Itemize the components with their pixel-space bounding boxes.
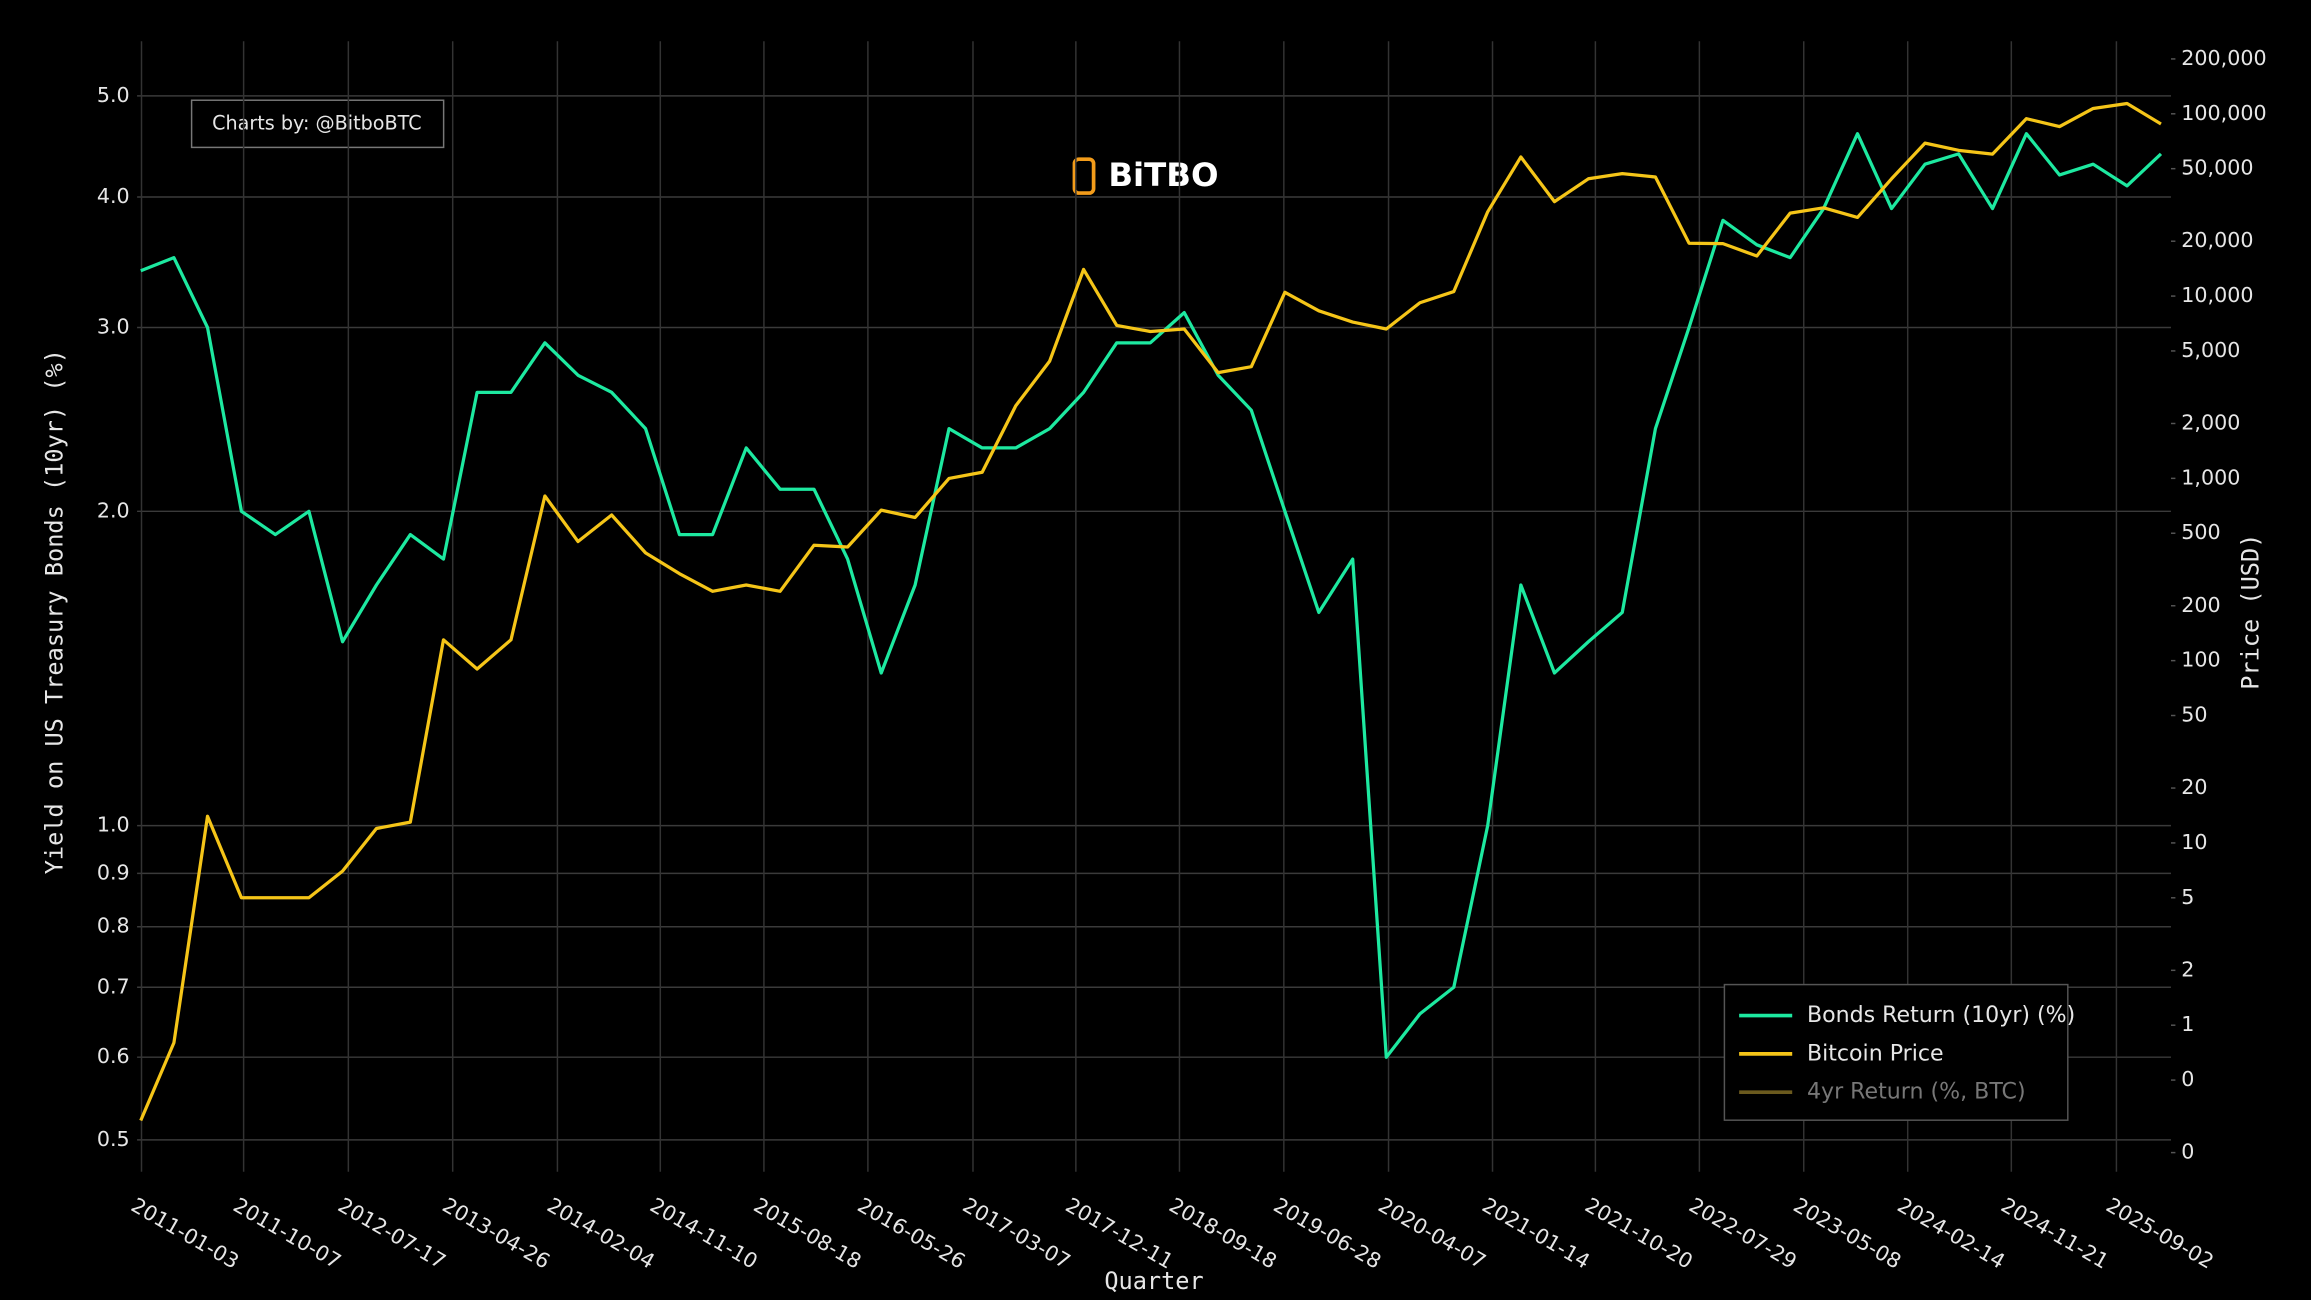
y-tick-label: 5.0 xyxy=(97,83,130,107)
y2-tick-label: 100,000 xyxy=(2181,101,2266,125)
y2-tick-label: 10 xyxy=(2181,830,2207,854)
y2-axis-label: Price (USD) xyxy=(2237,534,2265,690)
y-tick-label: 0.7 xyxy=(97,974,130,998)
y2-tick-label: 50,000 xyxy=(2181,156,2253,180)
credit: Charts by: @BitboBTC xyxy=(212,111,421,134)
legend-label: 4yr Return (%, BTC) xyxy=(1807,1079,2026,1105)
y2-tick-label: 1 xyxy=(2181,1012,2194,1036)
y2-tick-label: 500 xyxy=(2181,520,2220,544)
y2-tick-label: 2,000 xyxy=(2181,410,2240,434)
y-tick-label: 0.6 xyxy=(97,1044,130,1068)
legend: Bonds Return (10yr) (%) Bitcoin Price 4yr … xyxy=(1723,983,2075,1121)
watermark: BiTBO xyxy=(1108,156,1218,194)
y2-tick-label: 20 xyxy=(2181,775,2207,799)
y-tick-label: 4.0 xyxy=(97,184,130,208)
y2-tick-label: 5 xyxy=(2181,885,2194,909)
y-tick-label: 0.8 xyxy=(97,914,130,938)
y2-tick-label: 2 xyxy=(2181,957,2194,981)
y2-tick-label: 1,000 xyxy=(2181,465,2240,489)
y-tick-label: 0.5 xyxy=(97,1127,130,1151)
y-tick-label: 2.0 xyxy=(97,498,130,522)
y-axis-label: Yield on US Treasury Bonds (10yr) (%) xyxy=(41,349,69,874)
legend-label: Bitcoin Price xyxy=(1807,1040,1944,1066)
y-tick-label: 3.0 xyxy=(97,314,130,338)
series-line xyxy=(139,101,2162,1122)
y2-tick-label: 0 xyxy=(2181,1067,2194,1091)
y2-tick-label: 200,000 xyxy=(2181,46,2266,70)
y2-tick-label: 0 xyxy=(2181,1140,2194,1164)
y2-tick-label: 50 xyxy=(2181,703,2207,727)
credit-box xyxy=(190,99,445,149)
y2-tick-label: 100 xyxy=(2181,648,2220,672)
legend-label: Bonds Return (10yr) (%) xyxy=(1807,1002,2075,1028)
x-axis-label: Quarter xyxy=(1104,1267,1203,1295)
y2-tick-label: 20,000 xyxy=(2181,228,2253,252)
logo-icon xyxy=(1072,157,1096,195)
y2-tick-label: 200 xyxy=(2181,593,2220,617)
y2-tick-label: 5,000 xyxy=(2181,338,2240,362)
y2-tick-label: 10,000 xyxy=(2181,283,2253,307)
y-tick-label: 1.0 xyxy=(97,813,130,837)
y-tick-label: 0.9 xyxy=(97,860,130,884)
